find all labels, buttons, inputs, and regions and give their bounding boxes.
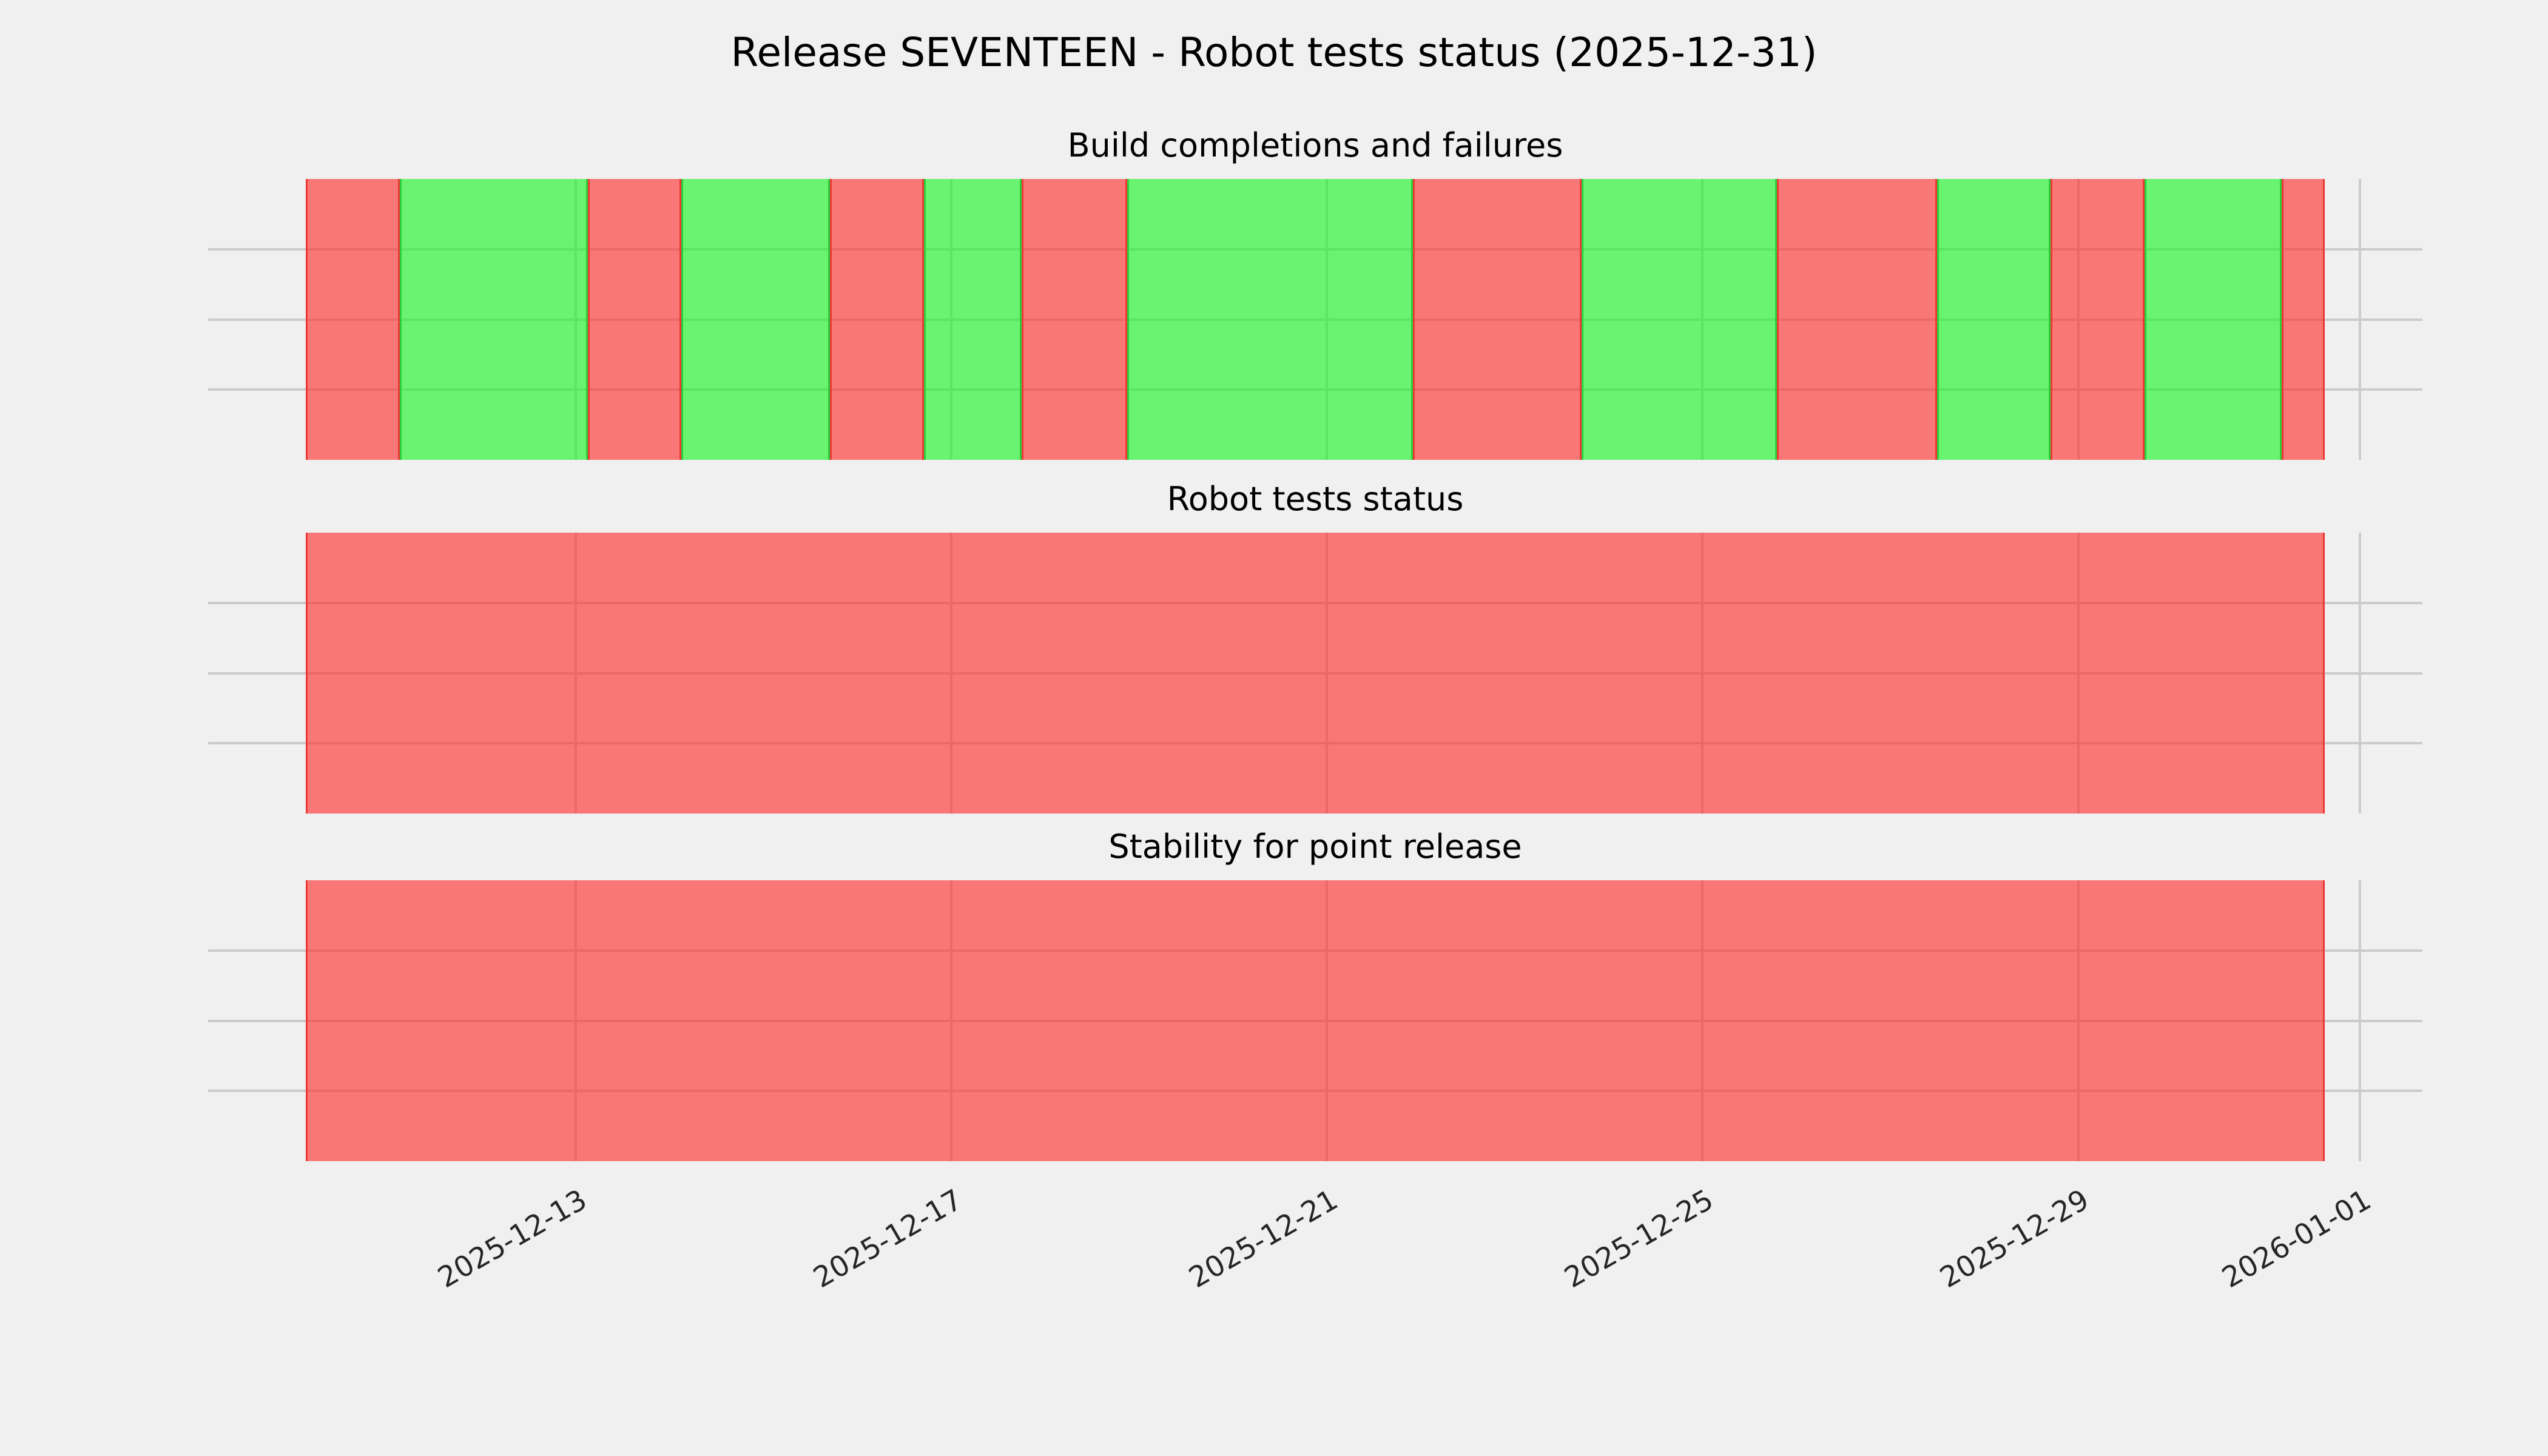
x-tick-label: 2025-12-25 [1559,1183,1719,1295]
status-span-fail [306,880,2325,1161]
x-gridline [2358,533,2361,814]
status-span-fail [306,533,2325,814]
x-gridline [2358,179,2361,460]
status-span-fail [2281,179,2325,460]
status-span-pass [399,179,588,460]
x-tick-label: 2025-12-13 [432,1183,593,1295]
status-span-pass [1581,179,1777,460]
x-tick-label: 2026-01-01 [2216,1183,2377,1295]
x-tick-label: 2025-12-29 [1934,1183,2095,1295]
status-span-fail [1413,179,1582,460]
status-span-pass [924,179,1022,460]
subplot-stability [208,880,2422,1161]
subplot-title-stability: Stability for point release [1108,827,1522,866]
status-span-pass [2145,179,2282,460]
subplot-title-build-completions: Build completions and failures [1067,126,1563,164]
status-span-fail [587,179,682,460]
x-gridline [2358,880,2361,1161]
status-span-fail [1776,179,1938,460]
status-span-fail [830,179,925,460]
x-tick-label: 2025-12-21 [1183,1183,1344,1295]
subplot-build-completions [208,179,2422,460]
subplot-title-robot-tests: Robot tests status [1167,480,1464,518]
x-tick-label: 2025-12-17 [807,1183,968,1295]
status-span-fail [1022,179,1128,460]
status-span-fail [306,179,400,460]
subplot-robot-tests [208,533,2422,814]
figure-title: Release SEVENTEEN - Robot tests status (… [730,29,1818,76]
status-span-fail [2051,179,2145,460]
status-span-pass [681,179,831,460]
status-span-pass [1937,179,2051,460]
status-span-pass [1127,179,1414,460]
